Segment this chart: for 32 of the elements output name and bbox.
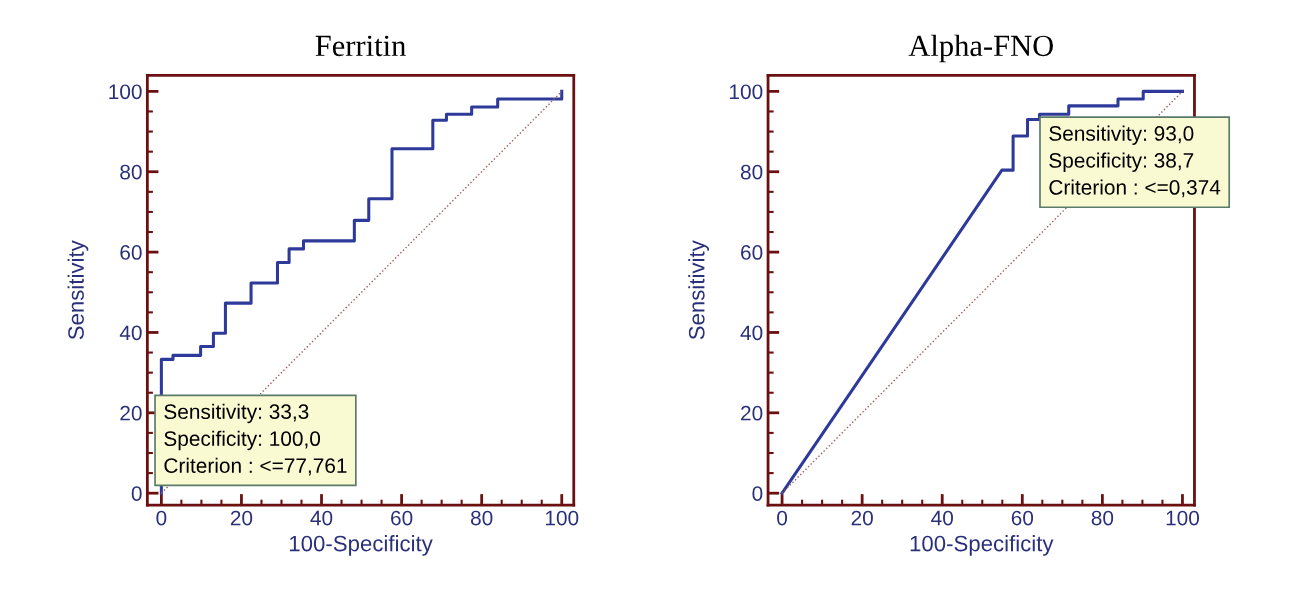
x-tick-label: 0 <box>156 510 167 526</box>
y-tick-label: 40 <box>740 325 763 341</box>
x-tick-label: 80 <box>470 510 493 526</box>
x-tick-label: 100 <box>545 510 579 526</box>
y-tick-label: 80 <box>120 164 142 180</box>
y-tick-label: 20 <box>741 405 763 421</box>
x-axis-title: 100-Specificity <box>910 535 1054 556</box>
y-tick-label: 0 <box>752 486 763 501</box>
x-axis-title: 100-Specificity <box>290 535 433 556</box>
x-tick-label: 60 <box>391 510 413 526</box>
y-tick-label: 60 <box>120 245 142 260</box>
x-tick-label: 100 <box>1166 510 1200 526</box>
y-tick-label: 0 <box>131 486 142 501</box>
annotation: Sensitivity: 33,3 Specificity: 100,0 Criterion : <=77,761 <box>164 403 347 476</box>
x-tick-label: 0 <box>777 510 788 526</box>
x-tick-label: 80 <box>1091 510 1114 526</box>
y-axis-title: Sensitivity <box>67 240 89 340</box>
x-tick-label: 60 <box>1011 510 1034 526</box>
y-axis-title: Sensitivity <box>688 240 709 340</box>
y-tick-label: 100 <box>109 84 142 100</box>
x-tick-label: 40 <box>310 510 333 526</box>
x-tick-label: 40 <box>931 510 953 526</box>
y-tick-label: 20 <box>120 405 142 421</box>
x-tick-label: 20 <box>851 510 873 526</box>
y-tick-label: 60 <box>741 245 763 260</box>
chart-title: Ferritin <box>315 35 406 57</box>
x-tick-label: 20 <box>230 510 253 526</box>
y-tick-label: 100 <box>730 84 763 100</box>
y-tick-label: 80 <box>740 164 763 180</box>
chart-title: Alpha-FNO <box>908 34 1053 63</box>
y-tick-label: 40 <box>119 325 142 341</box>
annotation: Sensitivity: 93,0 Specificity: 38,7 Criterion : <=0,374 <box>1049 125 1221 198</box>
